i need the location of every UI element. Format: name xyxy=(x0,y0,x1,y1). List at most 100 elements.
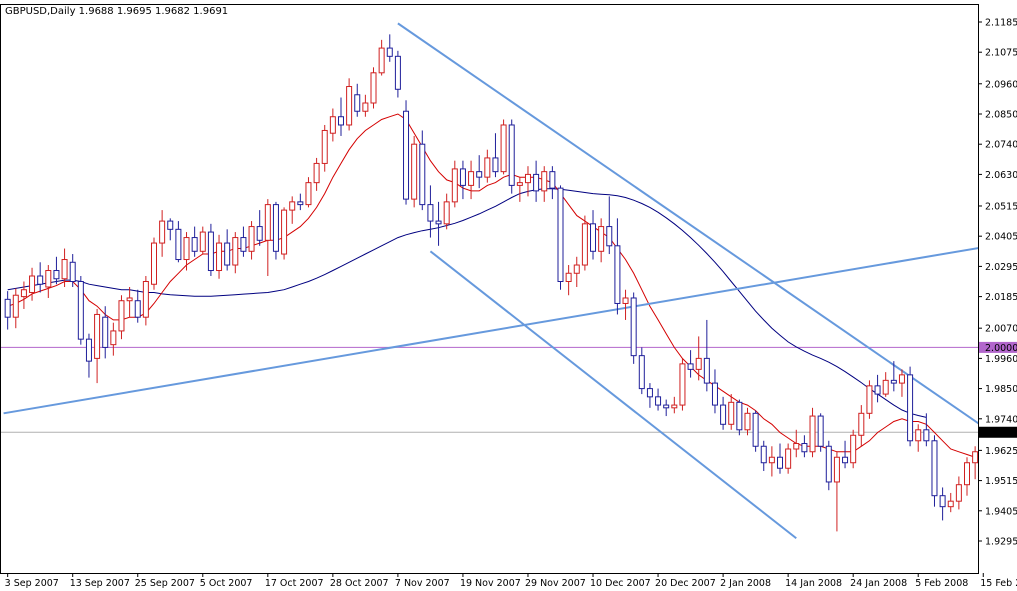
candle[interactable] xyxy=(386,34,393,62)
candle[interactable] xyxy=(858,405,865,447)
candle[interactable] xyxy=(972,446,978,480)
candle[interactable] xyxy=(435,201,442,246)
candle[interactable] xyxy=(695,336,702,381)
candle[interactable] xyxy=(264,199,271,277)
candle[interactable] xyxy=(427,185,434,238)
candle[interactable] xyxy=(272,201,279,260)
candle[interactable] xyxy=(785,443,792,474)
candle[interactable] xyxy=(53,256,60,285)
candle[interactable] xyxy=(581,215,588,271)
candle[interactable] xyxy=(443,193,450,230)
candle[interactable] xyxy=(20,281,27,309)
candle[interactable] xyxy=(671,396,678,414)
candle[interactable] xyxy=(573,256,580,287)
candle[interactable] xyxy=(524,166,531,197)
candle[interactable] xyxy=(565,265,572,296)
candle[interactable] xyxy=(370,67,377,109)
candle[interactable] xyxy=(69,254,76,287)
candle[interactable] xyxy=(866,380,873,419)
candle[interactable] xyxy=(337,97,344,136)
candle[interactable] xyxy=(142,276,149,326)
candle[interactable] xyxy=(12,288,19,329)
candle[interactable] xyxy=(947,492,954,513)
candle[interactable] xyxy=(760,440,767,471)
candle[interactable] xyxy=(4,291,11,330)
candle[interactable] xyxy=(37,262,44,293)
candle[interactable] xyxy=(419,130,426,211)
candle[interactable] xyxy=(768,446,775,477)
candle[interactable] xyxy=(403,100,410,205)
candle[interactable] xyxy=(85,333,92,378)
candle[interactable] xyxy=(232,232,239,274)
candle[interactable] xyxy=(411,135,418,208)
candle[interactable] xyxy=(354,83,361,117)
candle[interactable] xyxy=(500,119,507,175)
candle[interactable] xyxy=(321,124,328,172)
candle[interactable] xyxy=(630,292,637,364)
candle[interactable] xyxy=(549,166,556,200)
candle[interactable] xyxy=(118,295,125,340)
candle[interactable] xyxy=(378,39,385,76)
candle[interactable] xyxy=(175,221,182,263)
candle[interactable] xyxy=(533,160,540,202)
candle[interactable] xyxy=(191,226,198,257)
trendline-channel-top[interactable] xyxy=(397,22,1008,443)
candle[interactable] xyxy=(94,308,101,384)
candle[interactable] xyxy=(199,226,206,255)
candle[interactable] xyxy=(224,229,231,271)
candle[interactable] xyxy=(931,435,938,507)
candle[interactable] xyxy=(850,429,857,469)
candle[interactable] xyxy=(939,487,946,521)
time-axis[interactable]: 3 Sep 2007 13 Sep 2007 25 Sep 2007 5 Oct 20… xyxy=(5,573,1017,589)
candle[interactable] xyxy=(484,149,491,183)
candle[interactable] xyxy=(825,440,832,491)
candle[interactable] xyxy=(955,476,962,510)
candle[interactable] xyxy=(598,218,605,263)
candle[interactable] xyxy=(281,207,288,260)
candle[interactable] xyxy=(346,78,353,131)
trendline-rising-line[interactable] xyxy=(3,240,1017,415)
candle[interactable] xyxy=(679,358,686,411)
candle[interactable] xyxy=(126,286,133,318)
candle[interactable] xyxy=(915,424,922,452)
candle[interactable] xyxy=(793,429,800,458)
candle[interactable] xyxy=(159,210,166,257)
candle[interactable] xyxy=(557,185,564,290)
candle[interactable] xyxy=(963,457,970,496)
candle[interactable] xyxy=(110,322,117,356)
candle[interactable] xyxy=(655,388,662,411)
candle[interactable] xyxy=(297,193,304,211)
candle[interactable] xyxy=(736,399,743,436)
candle[interactable] xyxy=(898,369,905,397)
candle[interactable] xyxy=(451,160,458,208)
candle[interactable] xyxy=(362,94,369,117)
candle[interactable] xyxy=(614,218,621,315)
candle[interactable] xyxy=(663,399,670,417)
candle[interactable] xyxy=(590,210,597,260)
candle[interactable] xyxy=(703,319,710,392)
candle[interactable] xyxy=(240,226,247,257)
candle[interactable] xyxy=(801,435,808,458)
candle[interactable] xyxy=(183,232,190,271)
candle[interactable] xyxy=(207,223,214,277)
candle[interactable] xyxy=(728,394,735,430)
candle[interactable] xyxy=(809,407,816,458)
candle[interactable] xyxy=(167,218,174,241)
candle[interactable] xyxy=(622,289,629,320)
candle[interactable] xyxy=(45,265,52,298)
candle[interactable] xyxy=(216,234,223,279)
candle[interactable] xyxy=(459,160,466,200)
candle[interactable] xyxy=(77,276,84,345)
trendline-channel-bottom[interactable] xyxy=(429,250,797,540)
candle[interactable] xyxy=(720,396,727,430)
candle[interactable] xyxy=(777,443,784,474)
candle[interactable] xyxy=(305,177,312,208)
candle[interactable] xyxy=(541,166,548,202)
candle[interactable] xyxy=(289,196,296,224)
candle[interactable] xyxy=(907,366,914,447)
candle[interactable] xyxy=(923,413,930,447)
candle[interactable] xyxy=(842,440,849,469)
candle[interactable] xyxy=(711,369,718,414)
candle[interactable] xyxy=(329,108,336,142)
